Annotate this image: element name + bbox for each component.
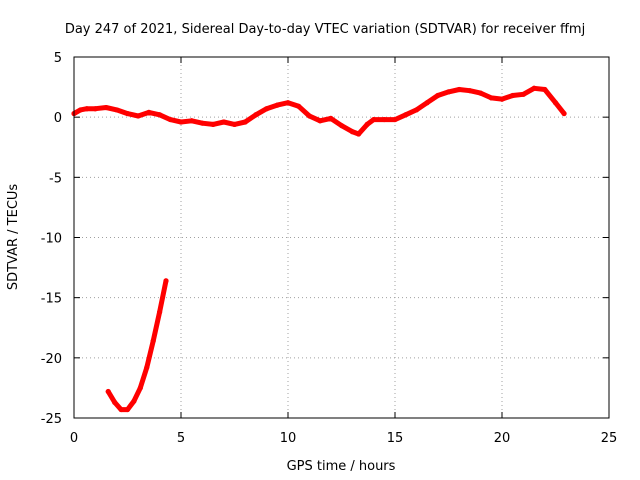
data-point xyxy=(531,85,537,91)
data-point xyxy=(124,110,131,117)
data-point xyxy=(317,118,323,124)
x-tick-label: 20 xyxy=(494,431,511,446)
data-point xyxy=(231,121,238,127)
data-point xyxy=(478,90,484,96)
data-point xyxy=(167,116,173,123)
data-point xyxy=(349,129,355,135)
y-tick-label: -10 xyxy=(41,232,62,247)
data-point xyxy=(157,112,163,118)
data-point xyxy=(274,102,280,108)
data-point xyxy=(105,388,111,395)
data-point xyxy=(338,122,345,129)
data-point xyxy=(424,100,430,106)
data-point xyxy=(264,106,270,112)
y-tick-label: 0 xyxy=(54,111,62,126)
data-point xyxy=(92,106,98,112)
data-point xyxy=(103,104,109,111)
data-point xyxy=(84,106,90,112)
data-point xyxy=(137,385,143,391)
data-point xyxy=(150,338,156,344)
data-point xyxy=(467,88,473,94)
data-point xyxy=(499,96,505,102)
data-point xyxy=(328,115,334,121)
y-tick-label: -25 xyxy=(41,412,62,427)
data-point xyxy=(456,86,462,93)
data-point xyxy=(542,86,548,93)
data-point xyxy=(114,107,120,113)
data-point xyxy=(356,131,362,137)
plot-frame xyxy=(73,56,610,419)
x-tick-label: 25 xyxy=(601,431,618,446)
data-point xyxy=(221,119,227,125)
data-point xyxy=(296,103,302,109)
data-point xyxy=(364,121,370,127)
data-point xyxy=(199,120,205,126)
series-line-2 xyxy=(105,278,169,413)
data-point xyxy=(403,112,409,118)
data-point xyxy=(118,406,124,413)
data-point xyxy=(189,118,195,124)
series-layer xyxy=(71,85,567,413)
data-point xyxy=(552,100,559,106)
data-point xyxy=(435,92,441,99)
data-point xyxy=(510,92,516,99)
data-point xyxy=(178,119,184,125)
y-tick-label: -5 xyxy=(49,171,62,186)
y-tick-label: 5 xyxy=(54,51,62,66)
data-point xyxy=(306,113,312,119)
data-point xyxy=(77,107,84,113)
x-tick-label: 5 xyxy=(177,431,185,446)
data-point xyxy=(520,91,527,97)
data-point xyxy=(210,121,216,127)
data-point xyxy=(157,309,163,315)
data-point xyxy=(131,398,137,404)
y-axis-label: SDTVAR / TECUs xyxy=(6,184,21,291)
data-point xyxy=(124,406,131,413)
data-point xyxy=(285,100,291,106)
data-point xyxy=(371,116,377,123)
y-tick-label: -20 xyxy=(41,352,62,367)
data-point xyxy=(445,89,452,95)
data-point xyxy=(253,112,259,118)
axis-ticks: 0 5 10 15 20 25 5 0 -5 -10 -15 -20 -25 xyxy=(41,51,618,446)
data-point xyxy=(413,107,419,113)
data-point xyxy=(135,113,141,119)
y-tick-label: -15 xyxy=(41,292,62,307)
data-point xyxy=(163,278,169,284)
x-tick-label: 10 xyxy=(280,431,297,446)
data-point xyxy=(242,119,248,125)
data-point xyxy=(112,399,118,405)
x-tick-label: 15 xyxy=(387,431,404,446)
x-tick-label: 0 xyxy=(70,431,78,446)
data-point xyxy=(561,110,567,117)
data-point xyxy=(144,364,150,371)
data-point xyxy=(392,116,398,123)
x-axis-label: GPS time / hours xyxy=(287,459,396,474)
data-point xyxy=(146,109,152,115)
chart-title: Day 247 of 2021, Sidereal Day-to-day VTE… xyxy=(65,22,585,37)
data-point xyxy=(381,116,387,123)
data-point xyxy=(488,95,494,101)
